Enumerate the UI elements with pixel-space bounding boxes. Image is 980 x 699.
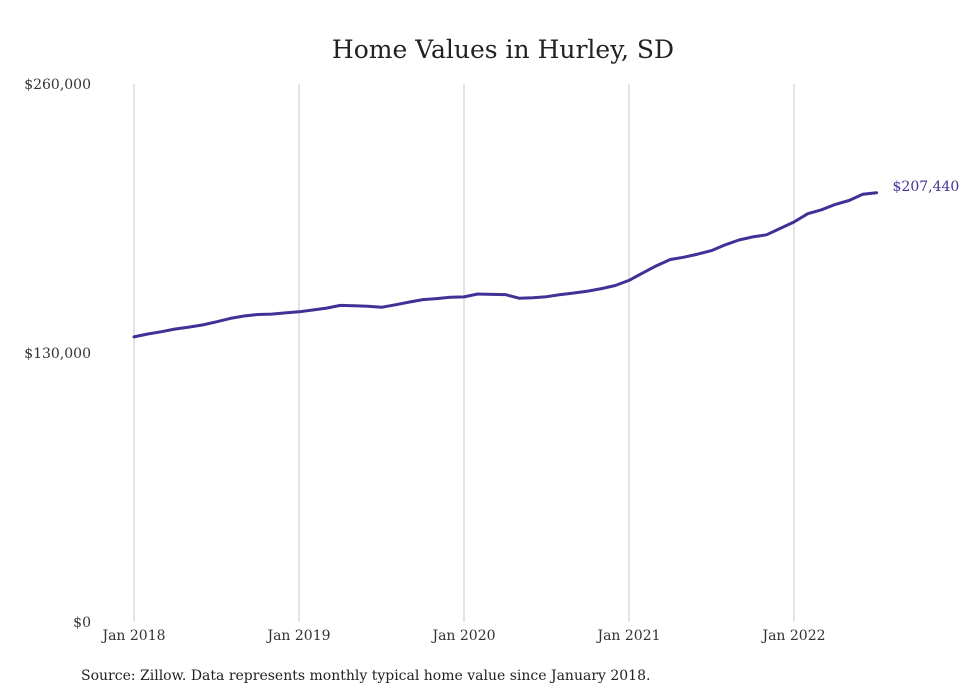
y-tick-label: $260,000 <box>24 77 91 93</box>
end-value-label: $207,440 <box>893 179 960 195</box>
x-tick-label: Jan 2019 <box>265 628 330 644</box>
series-line <box>132 191 878 339</box>
gridlines <box>133 84 795 622</box>
line-chart: Home Values in Hurley, SD $0 $130,000 $260… <box>24 35 960 644</box>
x-tick-label: Jan 2018 <box>100 628 165 644</box>
y-tick-label: $0 <box>73 615 91 631</box>
x-tick-label: Jan 2020 <box>430 628 495 644</box>
y-tick-label: $130,000 <box>24 346 91 362</box>
x-tick-label: Jan 2022 <box>760 628 825 644</box>
x-axis: Jan 2018 Jan 2019 Jan 2020 Jan 2021 Jan 2022 <box>100 628 825 644</box>
series-group <box>132 191 878 339</box>
y-axis: $0 $130,000 $260,000 <box>24 77 91 631</box>
source-note: Source: Zillow. Data represents monthly … <box>81 668 651 684</box>
x-tick-label: Jan 2021 <box>595 628 660 644</box>
chart-title: Home Values in Hurley, SD <box>332 35 674 64</box>
